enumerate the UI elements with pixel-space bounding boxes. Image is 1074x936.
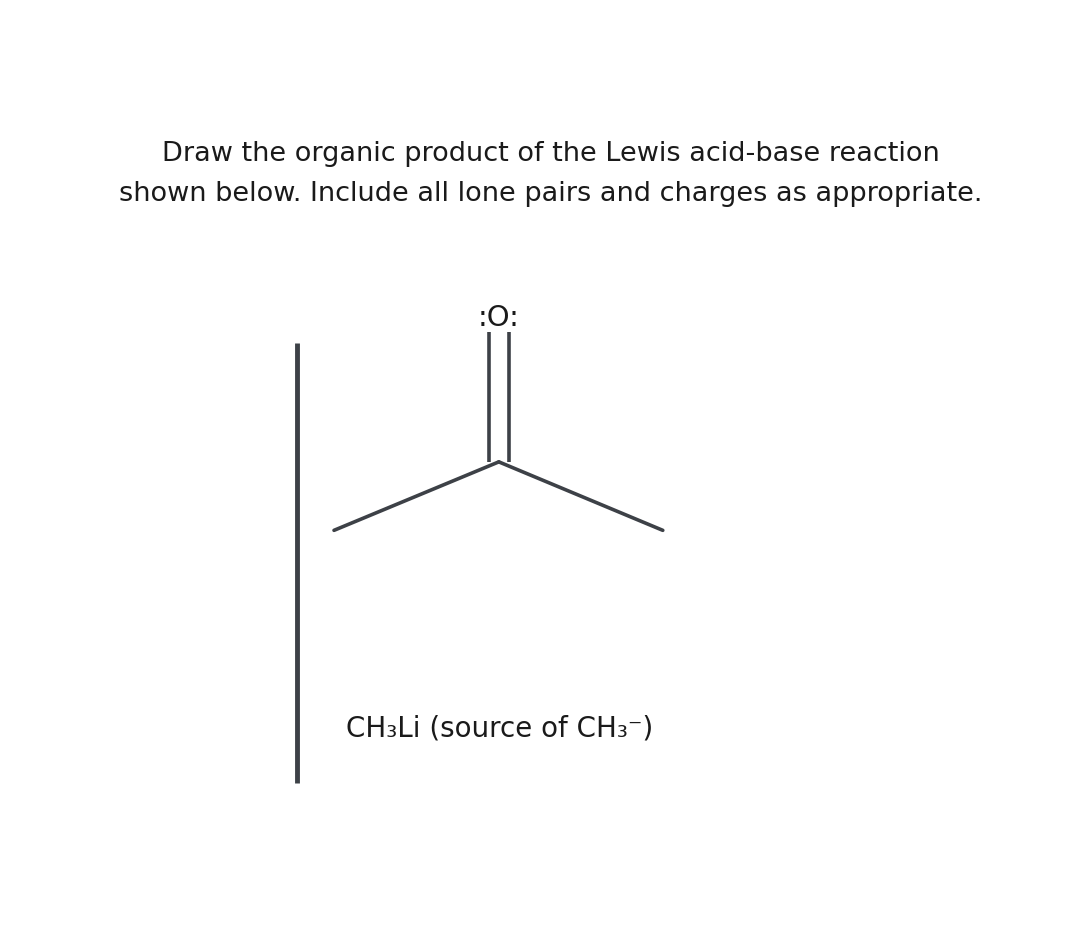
Text: Draw the organic product of the Lewis acid-base reaction: Draw the organic product of the Lewis ac… (161, 141, 940, 168)
Text: CH₃Li (source of CH₃⁻): CH₃Li (source of CH₃⁻) (347, 714, 654, 742)
Text: :O:: :O: (478, 303, 520, 331)
Text: shown below. Include all lone pairs and charges as appropriate.: shown below. Include all lone pairs and … (119, 181, 982, 207)
